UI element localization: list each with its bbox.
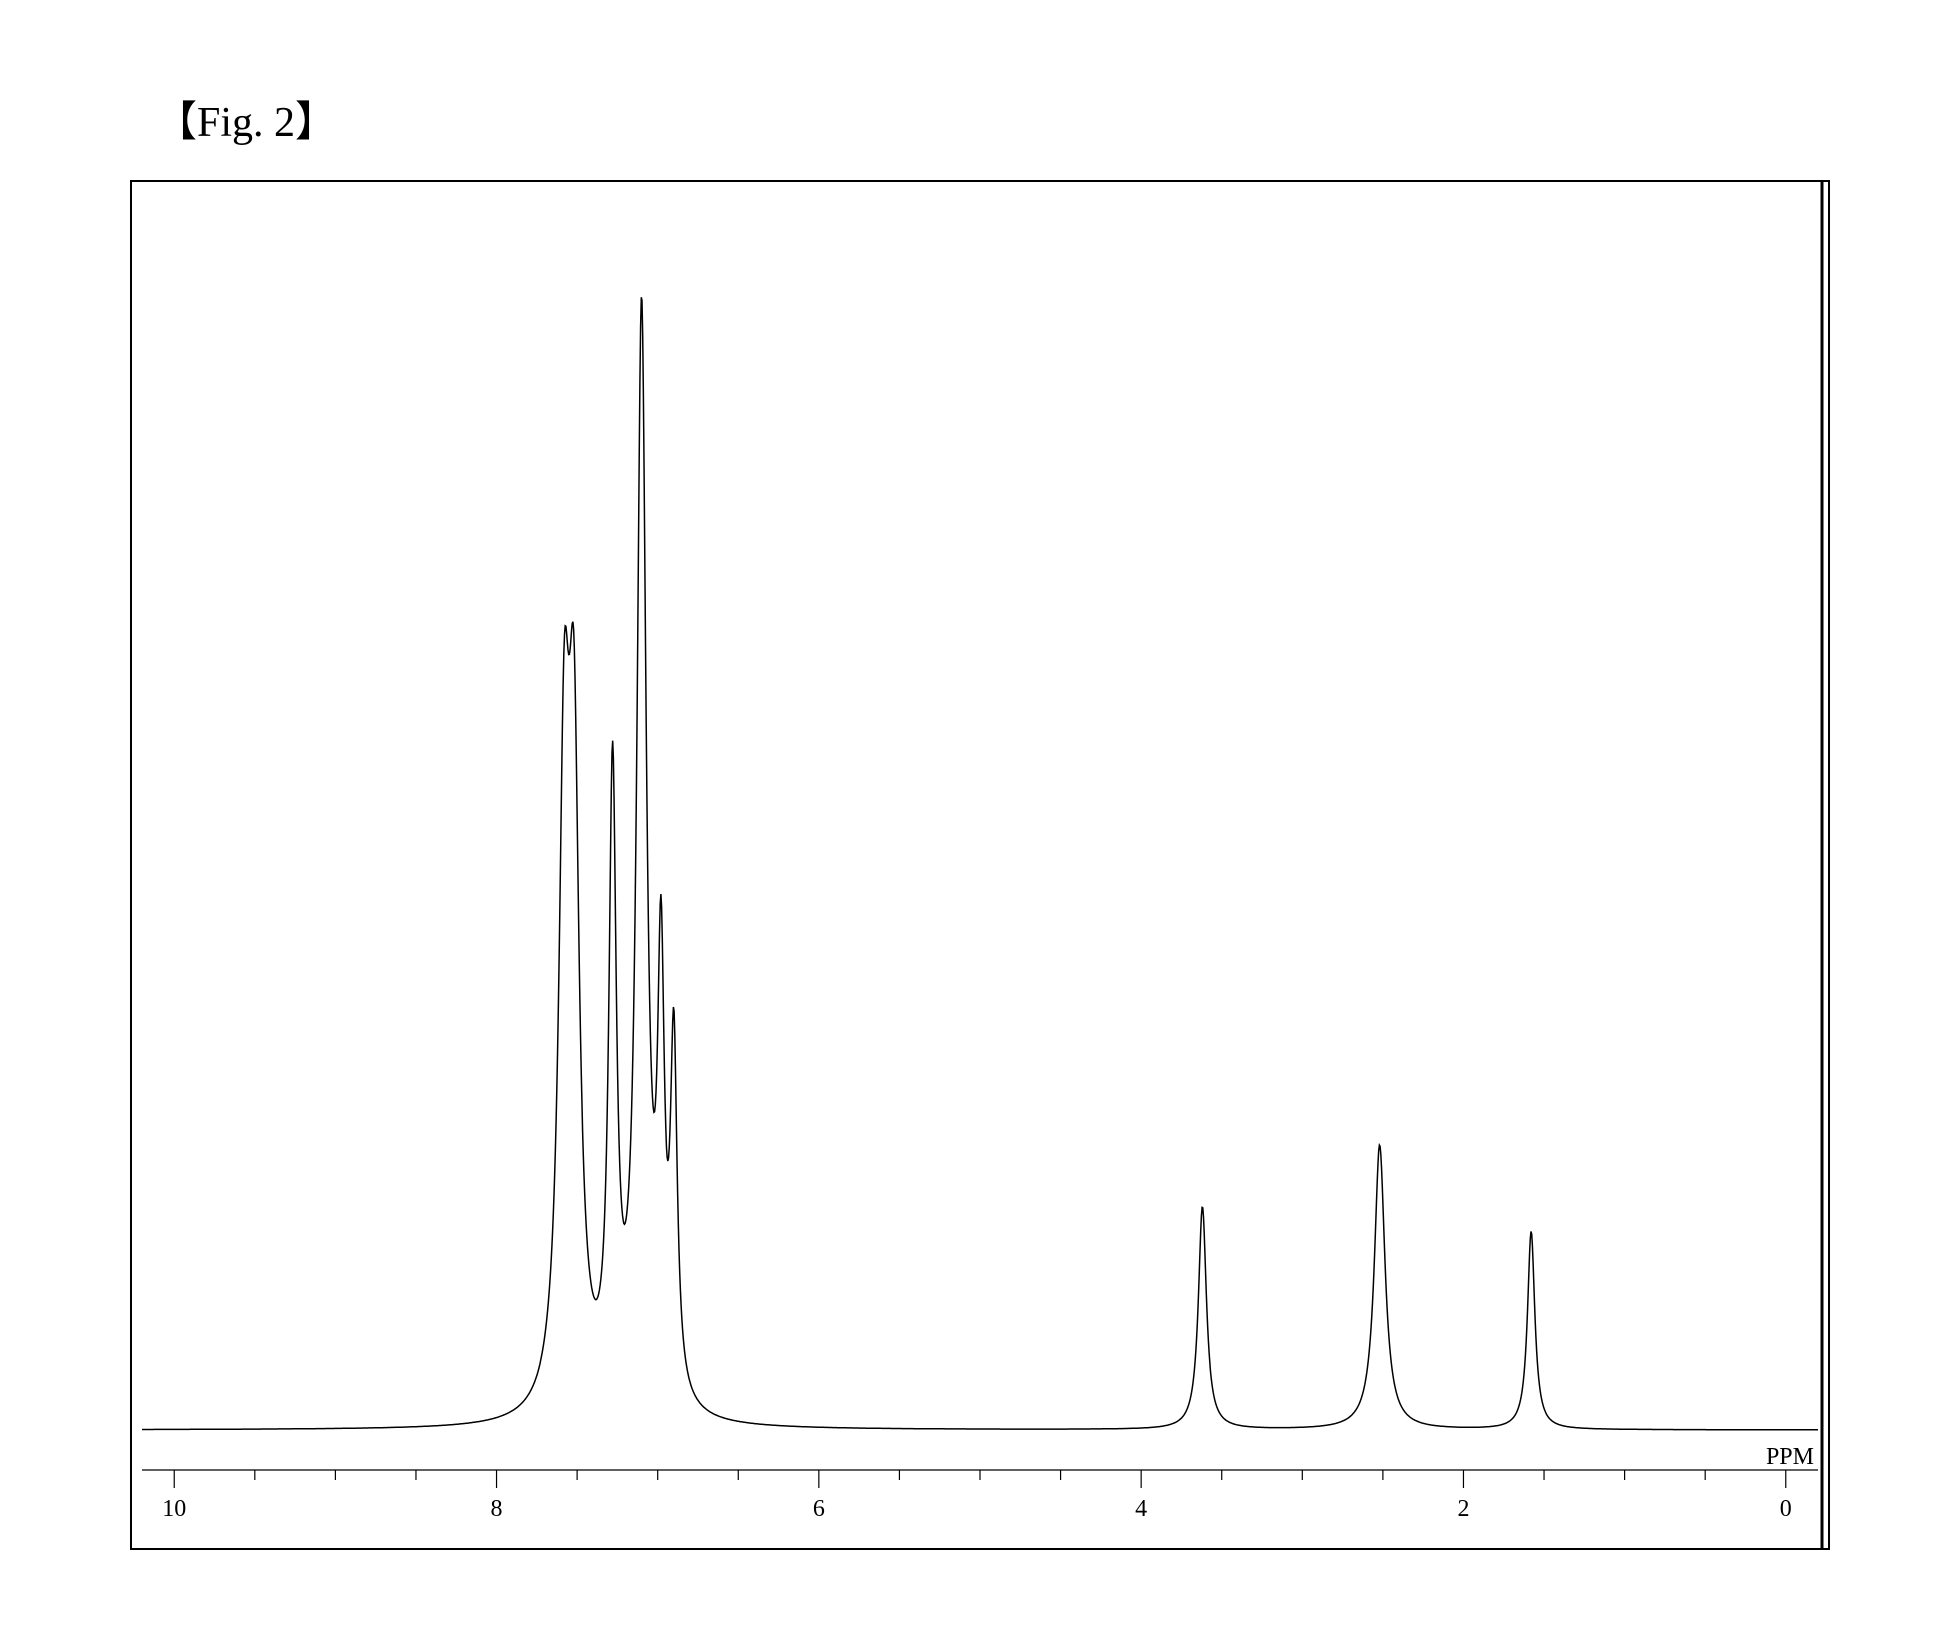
page: 【Fig. 2】 0 2 4 6 8 10 PPM [0,0,1938,1646]
x-tick-label: 6 [813,1496,825,1522]
x-tick-label: 2 [1457,1496,1469,1522]
x-tick-label: 8 [491,1496,503,1522]
x-tick-label: 10 [162,1496,186,1522]
x-tick-label: 0 [1780,1496,1792,1522]
figure-label: 【Fig. 2】 [155,88,337,149]
nmr-spectrum-chart: 0 2 4 6 8 10 PPM [130,180,1830,1550]
x-tick-label: 4 [1135,1496,1147,1522]
spectrum-line [142,297,1818,1430]
nmr-svg: 0 2 4 6 8 10 PPM [130,180,1830,1550]
axis-label-ppm: PPM [1766,1444,1814,1470]
